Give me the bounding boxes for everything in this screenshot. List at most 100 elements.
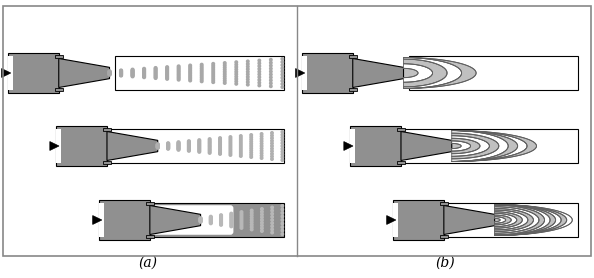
Circle shape (229, 145, 232, 147)
Circle shape (143, 70, 146, 73)
Circle shape (219, 153, 222, 155)
Circle shape (230, 220, 233, 223)
Bar (350, 129, 355, 163)
Circle shape (251, 212, 253, 214)
Circle shape (177, 143, 180, 146)
Circle shape (229, 143, 232, 145)
Bar (8, 53, 59, 93)
Circle shape (177, 144, 180, 147)
Circle shape (200, 69, 203, 71)
Circle shape (281, 139, 283, 142)
Circle shape (261, 227, 263, 230)
Circle shape (212, 77, 214, 80)
Circle shape (229, 141, 232, 144)
Bar (55, 55, 62, 58)
Circle shape (271, 158, 273, 160)
Circle shape (166, 71, 169, 74)
Circle shape (271, 206, 273, 209)
Circle shape (220, 220, 222, 223)
Circle shape (230, 217, 233, 220)
Circle shape (281, 148, 283, 150)
Circle shape (189, 68, 191, 70)
Circle shape (258, 68, 261, 70)
Circle shape (143, 75, 146, 78)
Circle shape (239, 143, 242, 145)
Circle shape (119, 74, 122, 76)
Circle shape (200, 63, 203, 66)
Circle shape (189, 73, 191, 75)
Circle shape (212, 79, 214, 81)
Circle shape (258, 81, 261, 84)
Polygon shape (107, 131, 158, 160)
Circle shape (229, 154, 232, 156)
Circle shape (271, 216, 273, 218)
Circle shape (198, 147, 201, 150)
Circle shape (188, 142, 190, 145)
Circle shape (177, 145, 180, 148)
Polygon shape (495, 205, 572, 235)
Circle shape (167, 142, 169, 145)
Circle shape (166, 74, 169, 76)
Circle shape (210, 222, 212, 225)
Polygon shape (495, 214, 517, 227)
Circle shape (198, 145, 201, 147)
Circle shape (281, 229, 283, 232)
Circle shape (177, 146, 180, 149)
Circle shape (281, 212, 283, 214)
Circle shape (156, 143, 159, 146)
Circle shape (281, 208, 283, 211)
Circle shape (260, 152, 263, 155)
Circle shape (271, 134, 273, 137)
Circle shape (261, 210, 263, 213)
Circle shape (281, 67, 283, 70)
Circle shape (131, 73, 134, 76)
Circle shape (212, 73, 214, 75)
Circle shape (260, 145, 263, 147)
Circle shape (220, 216, 222, 219)
Polygon shape (59, 58, 109, 88)
Circle shape (119, 72, 122, 75)
Circle shape (281, 58, 283, 60)
Circle shape (239, 151, 242, 153)
Circle shape (271, 155, 273, 158)
Circle shape (240, 221, 243, 223)
Circle shape (166, 76, 169, 79)
Circle shape (131, 70, 134, 73)
Circle shape (270, 61, 272, 64)
Circle shape (154, 77, 157, 79)
Bar (393, 200, 444, 240)
Circle shape (281, 226, 283, 228)
Circle shape (108, 73, 111, 76)
Circle shape (108, 71, 111, 74)
Polygon shape (93, 215, 102, 224)
Circle shape (271, 132, 273, 134)
Circle shape (167, 146, 169, 148)
Circle shape (258, 59, 261, 62)
Circle shape (250, 151, 252, 154)
Circle shape (188, 140, 190, 143)
Circle shape (178, 74, 180, 76)
Polygon shape (452, 133, 499, 159)
Circle shape (208, 138, 211, 140)
Circle shape (178, 77, 180, 80)
Circle shape (230, 225, 233, 228)
Circle shape (270, 82, 272, 85)
Circle shape (235, 83, 238, 85)
Circle shape (235, 71, 238, 73)
Circle shape (119, 71, 122, 74)
Circle shape (167, 146, 169, 149)
Circle shape (108, 70, 111, 73)
Circle shape (200, 65, 203, 68)
Circle shape (247, 83, 249, 86)
Bar (103, 128, 111, 131)
Circle shape (143, 72, 146, 75)
Circle shape (208, 141, 211, 143)
Circle shape (208, 152, 211, 154)
Circle shape (258, 62, 261, 64)
Circle shape (154, 76, 157, 78)
Polygon shape (452, 138, 480, 154)
Circle shape (239, 147, 242, 149)
FancyBboxPatch shape (147, 205, 233, 235)
Circle shape (212, 63, 214, 65)
Circle shape (167, 147, 169, 150)
